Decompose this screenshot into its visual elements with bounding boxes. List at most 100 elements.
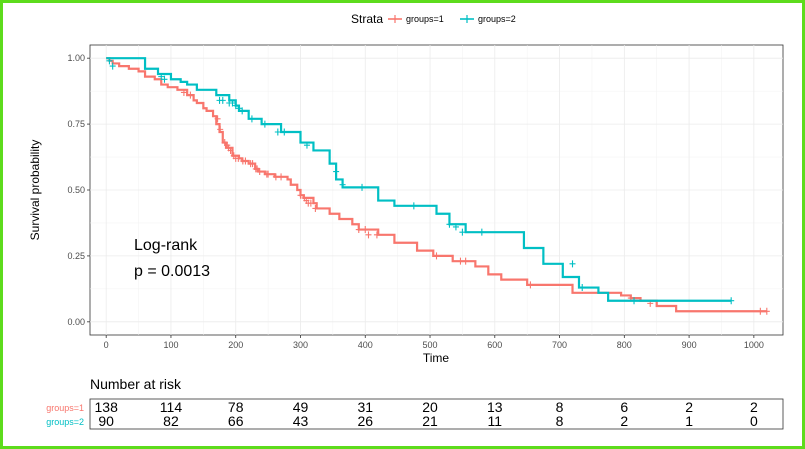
gridlines <box>90 45 783 335</box>
censor-mark <box>214 115 221 123</box>
censor-mark <box>457 257 464 265</box>
risk-cell: 78 <box>228 399 244 415</box>
x-tick-label: 200 <box>228 340 243 350</box>
risk-cell: 43 <box>293 413 309 429</box>
censor-mark <box>272 173 279 181</box>
risk-cell: 8 <box>556 399 564 415</box>
risk-cell: 20 <box>422 399 438 415</box>
risk-cell: 2 <box>685 399 693 415</box>
censor-mark <box>307 199 314 207</box>
x-axis-ticks: 0 100 200 300 400 500 600 700 800 900 1000 <box>104 335 764 350</box>
y-axis-title: Survival probability <box>28 140 42 241</box>
y-tick-label: 0.50 <box>67 185 85 195</box>
risk-cell: 114 <box>160 399 183 415</box>
censor-mark <box>180 88 187 96</box>
censor-mark <box>158 73 165 81</box>
censor-mark <box>235 154 242 162</box>
x-tick-label: 600 <box>487 340 502 350</box>
logrank-label: Log-rank <box>134 237 198 254</box>
censor-mark <box>446 220 453 228</box>
y-axis-ticks: 0.00 0.25 0.50 0.75 1.00 <box>67 53 90 327</box>
censor-mark <box>459 228 466 236</box>
censor-mark <box>261 120 268 128</box>
censor-mark <box>278 173 285 181</box>
risk-cell: 26 <box>357 413 373 429</box>
risk-cell: 0 <box>750 413 758 429</box>
y-tick-label: 1.00 <box>67 53 85 63</box>
x-tick-label: 400 <box>358 340 373 350</box>
risk-cell: 82 <box>163 413 179 429</box>
x-tick-label: 0 <box>104 340 109 350</box>
y-tick-label: 0.00 <box>67 317 85 327</box>
censor-mark <box>227 146 234 154</box>
censor-mark <box>579 284 586 292</box>
x-tick-label: 300 <box>293 340 308 350</box>
risk-cell: 138 <box>95 399 119 415</box>
legend: Strata groups=1 groups=2 <box>351 12 516 26</box>
x-tick-label: 100 <box>163 340 178 350</box>
censor-mark <box>452 223 459 231</box>
risk-cell: 2 <box>620 413 628 429</box>
censor-mark <box>527 281 534 289</box>
risk-table: Number at risk groups=1 138 114 78 49 31 20 13 8… <box>46 376 784 430</box>
censor-mark <box>232 102 239 110</box>
censor-mark <box>248 115 255 123</box>
censor-mark <box>274 128 281 136</box>
censor-mark <box>235 104 242 112</box>
censor-mark <box>355 226 362 234</box>
censor-mark <box>161 75 168 83</box>
risk-cell: 2 <box>750 399 758 415</box>
censor-mark <box>362 226 369 234</box>
risk-cell: 49 <box>293 399 309 415</box>
pvalue-label: p = 0.0013 <box>134 263 210 280</box>
censor-mark <box>569 260 576 268</box>
risk-row-label: groups=2 <box>46 417 84 427</box>
censor-mark <box>728 297 735 305</box>
censor-mark <box>631 297 638 305</box>
risk-cell: 31 <box>357 399 373 415</box>
legend-label-groups2: groups=2 <box>478 14 516 24</box>
risk-cell: 90 <box>98 413 114 429</box>
censor-mark <box>242 157 249 165</box>
x-axis-title: Time <box>423 351 450 365</box>
censor-mark <box>106 57 113 65</box>
risk-cell: 6 <box>620 399 628 415</box>
censor-mark <box>297 191 304 199</box>
censor-mark <box>763 307 770 315</box>
censor-mark <box>757 307 764 315</box>
x-tick-label: 500 <box>423 340 438 350</box>
censor-mark <box>312 204 319 212</box>
x-tick-label: 800 <box>617 340 632 350</box>
censor-mark <box>359 183 366 191</box>
risk-cell: 11 <box>488 413 503 429</box>
legend-title: Strata <box>351 12 383 26</box>
x-tick-label: 900 <box>682 340 697 350</box>
censor-mark <box>410 202 417 210</box>
censor-mark <box>239 107 246 115</box>
risk-cell: 13 <box>487 399 503 415</box>
plot-panel: 0 100 200 300 400 500 600 700 800 900 1000 0.00 0.2… <box>67 44 784 350</box>
survival-curves <box>106 57 770 315</box>
legend-label-groups1: groups=1 <box>406 14 444 24</box>
y-tick-label: 0.75 <box>67 119 85 129</box>
risk-row-label: groups=1 <box>46 403 84 413</box>
risk-cell: 66 <box>228 413 244 429</box>
censor-mark <box>303 141 310 149</box>
censor-mark <box>462 257 469 265</box>
risk-table-title: Number at risk <box>90 376 182 392</box>
censor-mark <box>333 168 340 176</box>
survival-curve-series-2 <box>106 57 732 302</box>
x-tick-label: 1000 <box>744 340 764 350</box>
x-tick-label: 700 <box>552 340 567 350</box>
risk-cell: 21 <box>422 413 438 429</box>
censor-mark <box>365 231 372 239</box>
y-tick-label: 0.25 <box>67 251 85 261</box>
censor-mark <box>373 231 380 239</box>
censor-mark <box>249 160 256 168</box>
censor-mark <box>281 128 288 136</box>
censor-mark <box>219 96 226 104</box>
censor-mark <box>433 252 440 260</box>
censor-mark <box>109 62 116 70</box>
